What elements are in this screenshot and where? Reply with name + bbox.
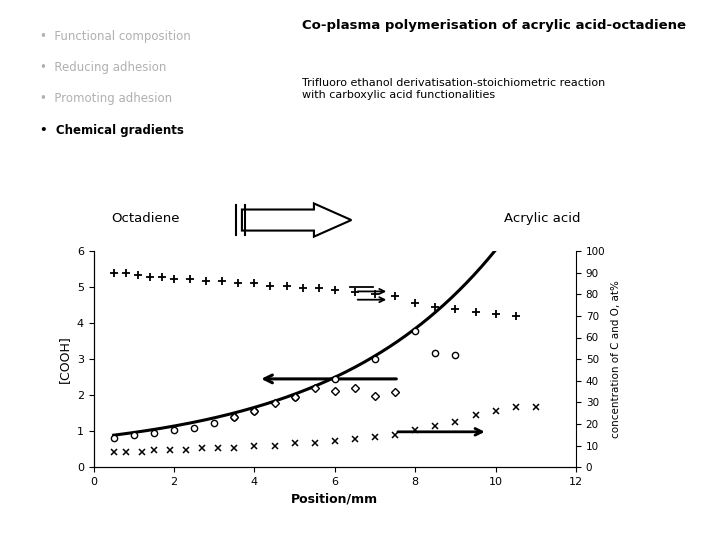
Y-axis label: concentration of C and O, at%: concentration of C and O, at%	[611, 280, 621, 438]
Text: •  Promoting adhesion: • Promoting adhesion	[40, 92, 172, 105]
FancyArrow shape	[242, 204, 351, 237]
Text: Acrylic acid: Acrylic acid	[504, 212, 580, 225]
Text: •  Reducing adhesion: • Reducing adhesion	[40, 61, 166, 74]
Text: Octadiene: Octadiene	[112, 212, 180, 225]
X-axis label: Position/mm: Position/mm	[291, 492, 379, 505]
Text: •  Functional composition: • Functional composition	[40, 30, 190, 43]
Text: Trifluoro ethanol derivatisation-stoichiometric reaction
with carboxylic acid fu: Trifluoro ethanol derivatisation-stoichi…	[302, 78, 606, 100]
Text: •  Chemical gradients: • Chemical gradients	[40, 124, 184, 137]
Text: Co-plasma polymerisation of acrylic acid-octadiene: Co-plasma polymerisation of acrylic acid…	[302, 19, 686, 32]
Y-axis label: [COOH]: [COOH]	[58, 335, 71, 383]
